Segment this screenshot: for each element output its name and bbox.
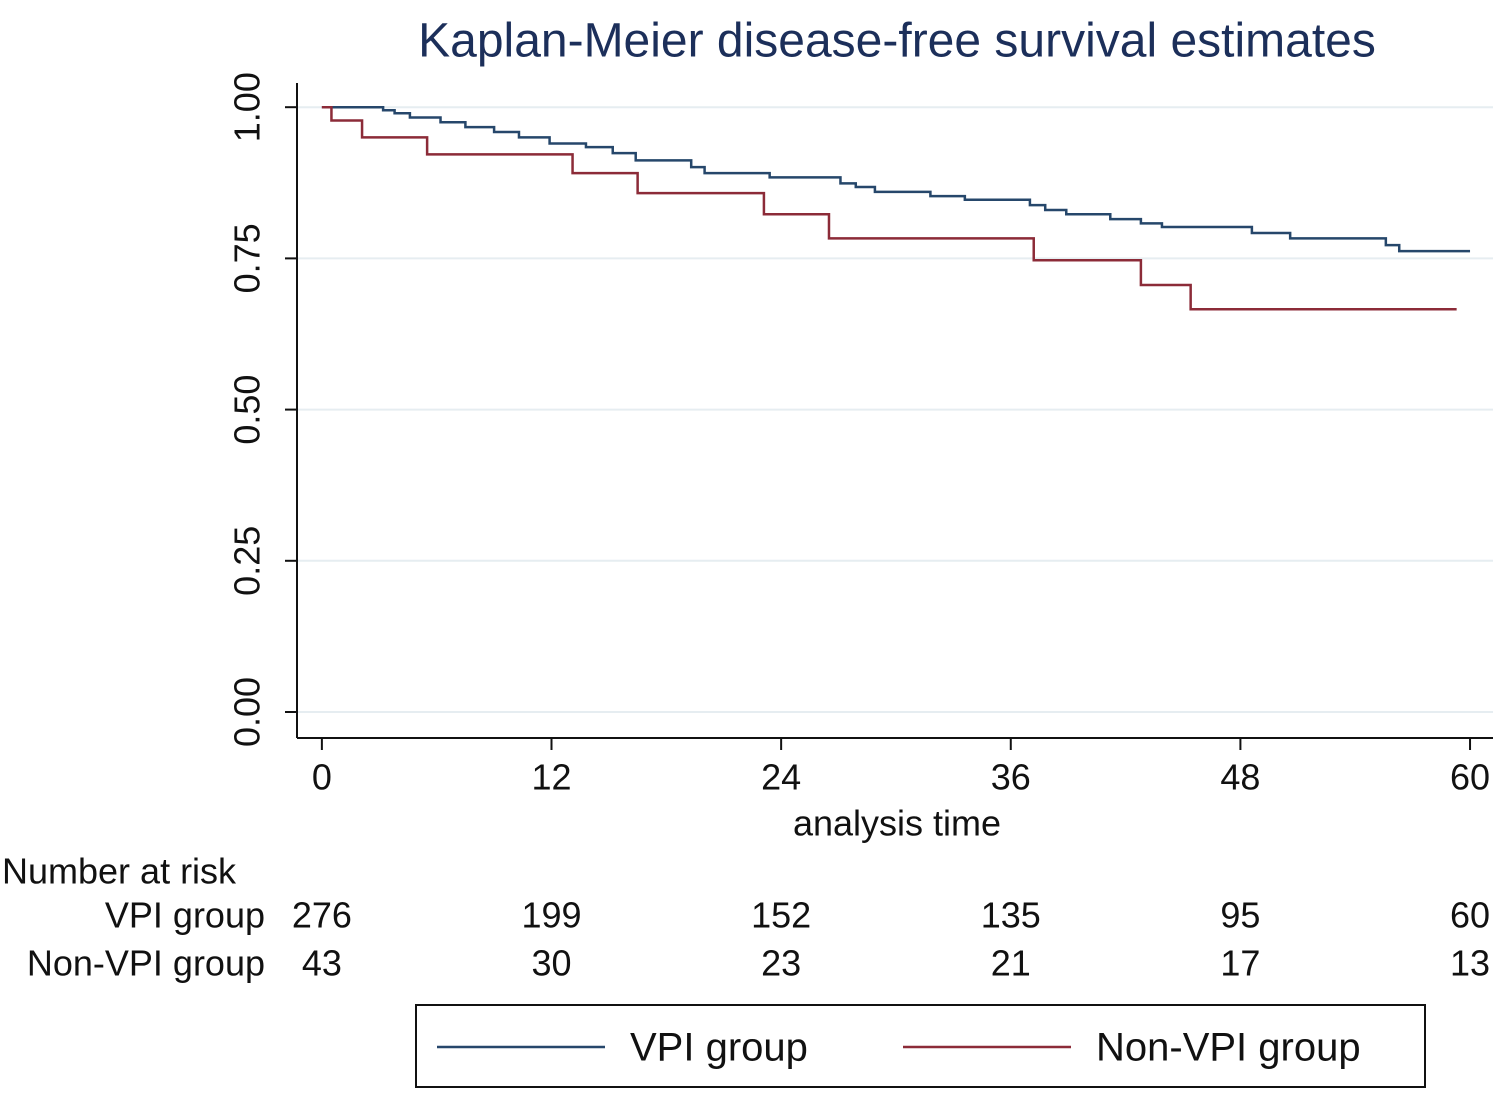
risk-count: 95 [1220, 895, 1260, 936]
y-tick-label: 0.25 [227, 526, 268, 596]
risk-count: 60 [1450, 895, 1490, 936]
legend-box [415, 1004, 1426, 1088]
risk-count: 43 [302, 943, 342, 984]
survival-curve [321, 105, 1457, 311]
x-tick-label: 12 [531, 757, 571, 798]
x-tick-label: 48 [1220, 757, 1260, 798]
risk-count: 17 [1220, 943, 1260, 984]
risk-count: 21 [991, 943, 1031, 984]
chart-title: Kaplan-Meier disease-free survival estim… [418, 15, 1376, 68]
x-axis-label: analysis time [793, 803, 1001, 844]
y-tick-label: 0.50 [227, 375, 268, 445]
risk-count: 199 [521, 895, 581, 936]
y-tick-label: 0.00 [227, 677, 268, 747]
x-tick-label: 0 [312, 757, 332, 798]
survival-curve [321, 105, 1471, 253]
y-tick-label: 0.75 [227, 223, 268, 293]
risk-row-label: Non-VPI group [27, 943, 265, 984]
risk-count: 23 [761, 943, 801, 984]
legend-label: VPI group [630, 1026, 808, 1070]
risk-count: 13 [1450, 943, 1490, 984]
risk-count: 152 [751, 895, 811, 936]
risk-table-title: Number at risk [2, 851, 237, 892]
x-tick-label: 36 [991, 757, 1031, 798]
legend-label: Non-VPI group [1096, 1026, 1361, 1070]
risk-row-label: VPI group [105, 895, 265, 936]
risk-count: 30 [531, 943, 571, 984]
x-tick-label: 60 [1450, 757, 1490, 798]
risk-count: 135 [981, 895, 1041, 936]
risk-count: 276 [292, 895, 352, 936]
x-tick-label: 24 [761, 757, 801, 798]
y-tick-label: 1.00 [227, 72, 268, 142]
